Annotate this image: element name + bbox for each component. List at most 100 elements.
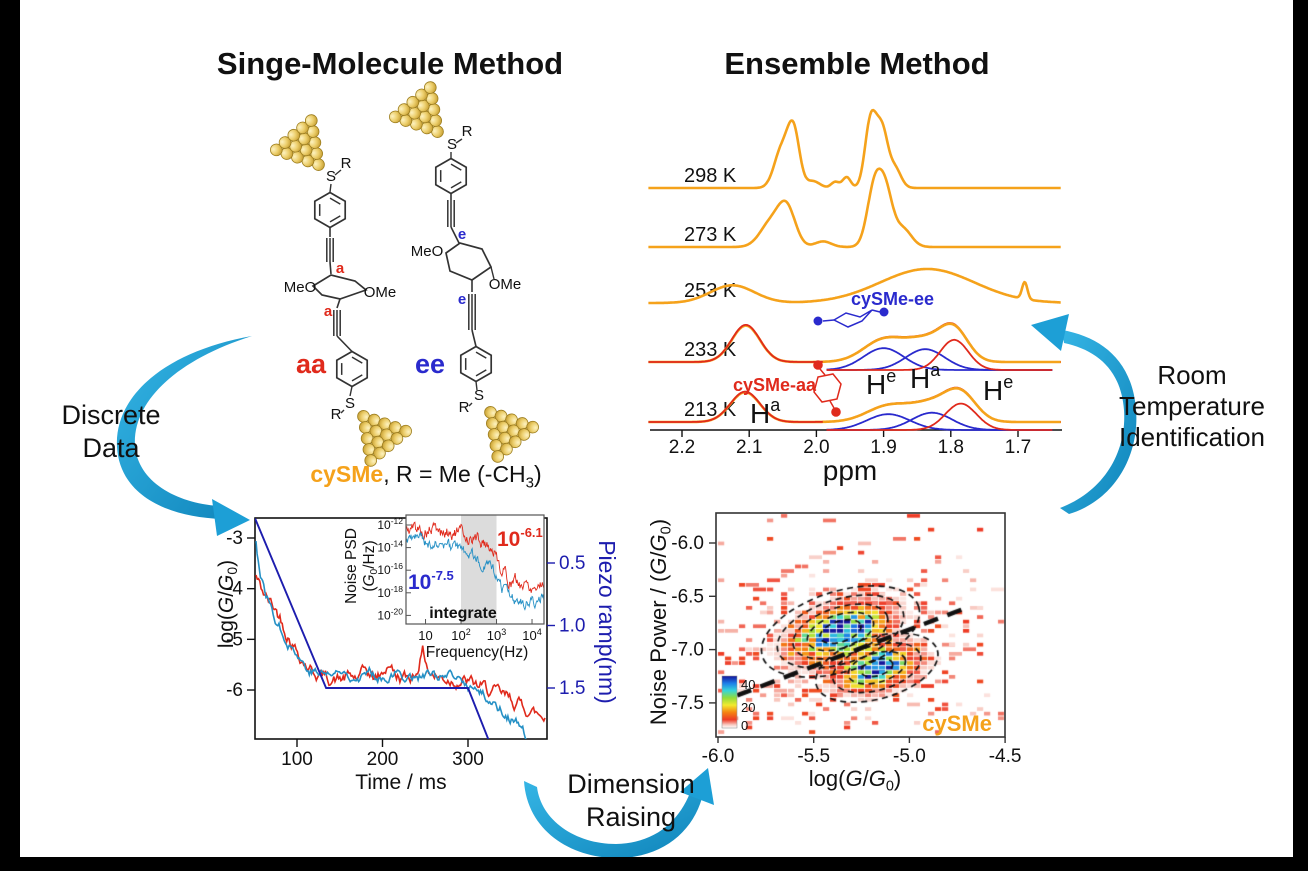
inset-y-tick-label: 10-20 [377, 606, 403, 622]
gold-atom [431, 125, 444, 138]
gold-atom [410, 117, 423, 131]
conformer-label-ee: ee [415, 349, 445, 379]
nmr-temperature-label: 273 K [684, 224, 737, 246]
flow-label-line: Room [1157, 360, 1227, 390]
bond [471, 329, 477, 347]
proton-label: Ha [750, 395, 781, 429]
power-of-ten-label: 10-7.5 [408, 568, 454, 594]
trace-x-tick-label: 200 [367, 749, 399, 770]
double-bond [450, 181, 462, 189]
trace-curves [255, 518, 546, 739]
nmr-temperature-label: 213 K [684, 399, 737, 421]
trace-y-axis-label: log(G/G0) [215, 560, 240, 648]
nmr-x-tick-label: 2.0 [803, 437, 829, 458]
piezo-ramp-line [255, 518, 490, 739]
gold-atom [278, 136, 292, 149]
nmr-x-tick-label: 2.2 [669, 437, 695, 458]
atom-label: R [341, 155, 352, 172]
gold-atom [380, 428, 393, 442]
benzene-ring [335, 350, 369, 388]
gold-electrode-cluster [389, 81, 444, 138]
black-border-left [0, 0, 20, 871]
trace-x-tick-label: 100 [281, 749, 313, 770]
gold-atom [487, 428, 501, 441]
ee-chair-glyph [832, 309, 873, 328]
heatmap-x-axis-label: log(G/G0) [809, 766, 901, 794]
gold-atom [484, 406, 497, 419]
atom-label: e [458, 291, 466, 308]
gold-atom [494, 409, 508, 423]
nmr-fit-component [826, 348, 1053, 371]
conductance_trace_red [255, 574, 546, 723]
bond [468, 402, 473, 407]
nmr-spectrum-253 K [648, 267, 1061, 305]
atom-label: a [324, 303, 333, 320]
double-bond [450, 163, 462, 171]
gold-atom [362, 443, 376, 456]
nmr-temperature-label: 298 K [684, 165, 737, 187]
cyclohexane-chair [311, 274, 368, 300]
trace-y-tick-label: -5 [226, 629, 243, 650]
heatmap-x-tick-label: -6.0 [702, 746, 735, 767]
caption-subscript: 3 [525, 474, 535, 492]
inset-x-tick-label: 102 [451, 627, 470, 643]
bond [336, 298, 341, 309]
heatmap-y-tick-label: -6.5 [671, 586, 704, 607]
nmr-fit-component [826, 413, 1053, 431]
caption-text: ) [534, 461, 542, 487]
gold-atom [359, 421, 372, 434]
gold-atom [280, 147, 294, 160]
double-bond [329, 215, 341, 223]
benzene-ring [313, 191, 347, 229]
nmr-fit-total [648, 390, 823, 423]
flow-label-line: Temperature [1119, 391, 1265, 421]
gold-atom [312, 158, 325, 171]
conformer-label-aa: aa [296, 349, 327, 379]
nmr-x-tick-label: 2.1 [736, 437, 762, 458]
inset-x-tick-label: 104 [522, 627, 541, 643]
nmr-fit-component [826, 411, 1053, 431]
gold-atom [486, 417, 499, 430]
integrate-label: integrate [429, 605, 497, 622]
flow-label-line: Data [82, 433, 140, 463]
nmr-fit-component [826, 347, 1053, 371]
flow-label-dimension-raising: Dimension Raising [538, 768, 724, 834]
psd_red [406, 521, 544, 593]
heatmap-y-tick-label: -7.0 [671, 640, 704, 661]
gold-atom [306, 125, 320, 138]
inset-x-tick-label: 10 [418, 628, 432, 643]
heatmap-x-tick-label: -5.5 [797, 746, 830, 767]
psd-inset: 10-12 10-14 10-16 10-18 10-20 10 102 103 104Freq… [343, 514, 545, 661]
molecule-caption: cySMe, R = Me (-CH3) [291, 461, 561, 492]
piezo-axis-label: Piezo ramp(nm) [594, 540, 620, 704]
panel-title-single-molecule: Singe-Molecule Method [216, 46, 564, 81]
proton-label: He [983, 372, 1013, 406]
trace-y-tick-label: -4 [226, 579, 243, 600]
piezo-tick-label: 1.5 [559, 678, 585, 699]
black-border-bottom [0, 857, 1308, 871]
nmr-spectrum-298 K [648, 108, 1061, 190]
gold-atom [298, 132, 311, 146]
bond [475, 381, 478, 391]
nmr-x-tick-label: 1.7 [1005, 437, 1031, 458]
psd-curves [406, 521, 544, 611]
gold-electrode-cluster [270, 114, 325, 171]
panel-title-ensemble: Ensemble Method [724, 46, 990, 81]
piezo-tick-label: 1.0 [559, 616, 585, 637]
gold-atom [310, 147, 323, 160]
conductance_trace_cyan [255, 541, 527, 739]
bond [340, 409, 345, 414]
gold-atom [420, 121, 434, 135]
gold-atom [408, 106, 421, 120]
gold-atom [425, 92, 439, 105]
proton-label: He [866, 366, 896, 400]
inset-y-tick-label: 10-14 [377, 539, 403, 555]
atom-label: R [459, 399, 470, 416]
flow-label-room-temperature-identification: Room Temperature Identification [1092, 360, 1292, 453]
flow-label-line: Dimension [567, 769, 695, 799]
gold-atom [369, 424, 383, 438]
trace-chart: -3 -4 -5 -6 100 200 300 0.5 1.0 1.5 log(G/G0) Time … [215, 517, 620, 794]
trace-x-axis-label: Time / ms [355, 771, 446, 794]
